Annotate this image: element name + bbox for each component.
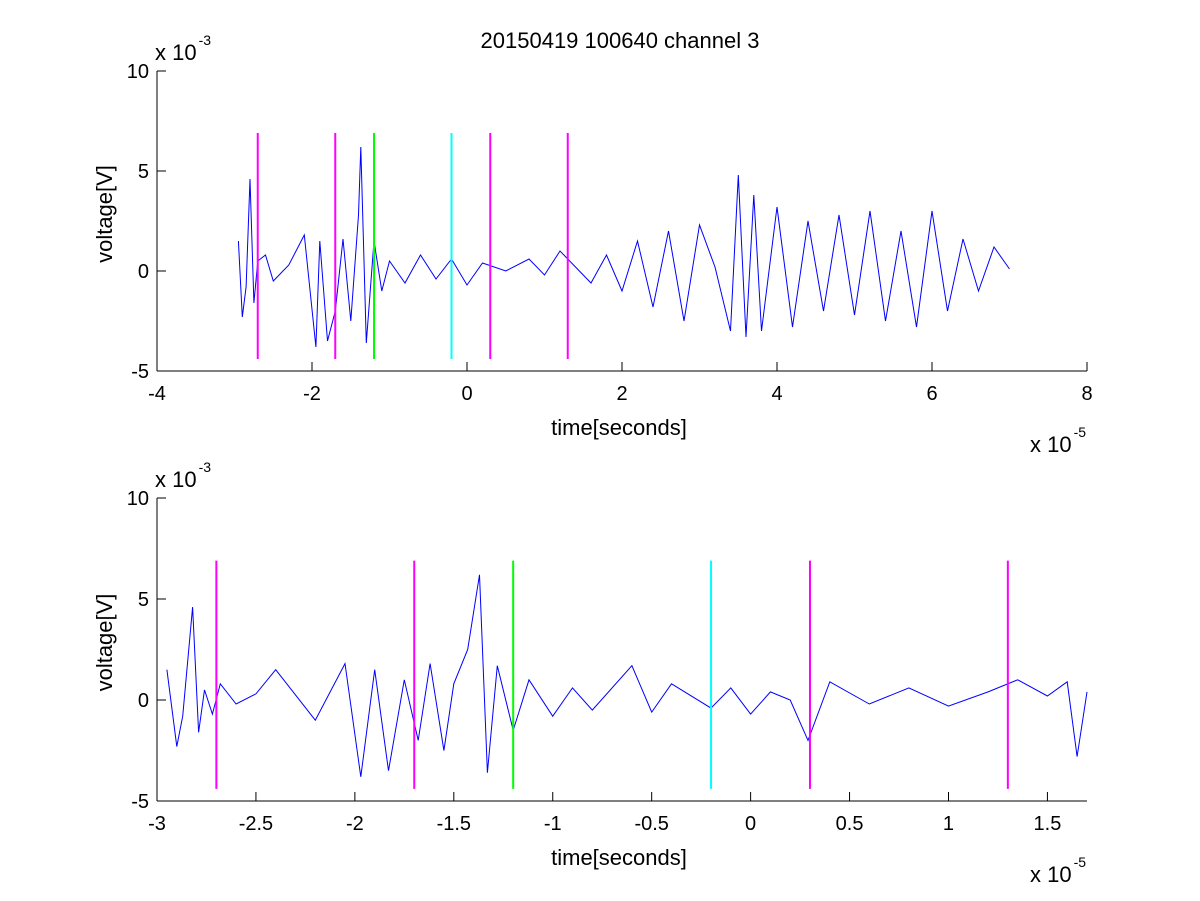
x-tick-label: -1.5 bbox=[437, 813, 471, 835]
x-multiplier-exponent: -5 bbox=[1074, 854, 1087, 870]
x-multiplier: x 10 bbox=[1030, 862, 1072, 887]
y-tick-label: 0 bbox=[138, 690, 149, 712]
top-plot: -4 -2 0 2 4 6 8 -5 0 5 10 time[seconds] voltage[V] x … bbox=[92, 32, 1093, 457]
x-tick-label: 0 bbox=[461, 383, 472, 405]
x-tick-label: 0.5 bbox=[836, 813, 864, 835]
x-axis-label: time[seconds] bbox=[551, 845, 687, 870]
x-tick-label: -4 bbox=[148, 383, 166, 405]
y-multiplier: x 10 bbox=[155, 40, 197, 65]
bottom-plot: -3 -2.5 -2 -1.5 -1 -0.5 0 0.5 1 1.5 -5 0 5 10 time[sec… bbox=[92, 459, 1088, 887]
x-tick-label: -2 bbox=[303, 383, 321, 405]
x-tick-label: -2 bbox=[346, 813, 364, 835]
x-tick-label: 4 bbox=[771, 383, 782, 405]
x-tick-label: 1 bbox=[943, 813, 954, 835]
y-multiplier-exponent: -3 bbox=[199, 32, 212, 48]
y-tick-label: 5 bbox=[138, 589, 149, 611]
y-tick-label: 0 bbox=[138, 261, 149, 283]
x-tick-label: 1.5 bbox=[1034, 813, 1062, 835]
x-tick-label: 8 bbox=[1081, 383, 1092, 405]
x-multiplier: x 10 bbox=[1030, 432, 1072, 457]
x-tick-label: 6 bbox=[926, 383, 937, 405]
y-multiplier-exponent: -3 bbox=[199, 459, 212, 475]
x-multiplier-exponent: -5 bbox=[1074, 424, 1087, 440]
y-tick-label: 10 bbox=[127, 488, 149, 510]
x-tick-label: -0.5 bbox=[634, 813, 668, 835]
y-tick-label: 5 bbox=[138, 161, 149, 183]
x-tick-label: -3 bbox=[148, 813, 166, 835]
y-tick-label: 10 bbox=[127, 61, 149, 83]
x-tick-label: 2 bbox=[616, 383, 627, 405]
x-tick-label: 0 bbox=[745, 813, 756, 835]
signal-series-line bbox=[237, 146, 1010, 348]
signal-series-line bbox=[166, 574, 1088, 777]
x-axis-label: time[seconds] bbox=[551, 415, 687, 440]
y-multiplier: x 10 bbox=[155, 467, 197, 492]
x-tick-label: -2.5 bbox=[239, 813, 273, 835]
y-tick-label: -5 bbox=[131, 791, 149, 813]
y-tick-label: -5 bbox=[131, 361, 149, 383]
x-tick-label: -1 bbox=[544, 813, 562, 835]
figure-title: 20150419 100640 channel 3 bbox=[481, 28, 760, 53]
y-axis-label: voltage[V] bbox=[92, 165, 117, 263]
y-axis-label: voltage[V] bbox=[92, 594, 117, 692]
